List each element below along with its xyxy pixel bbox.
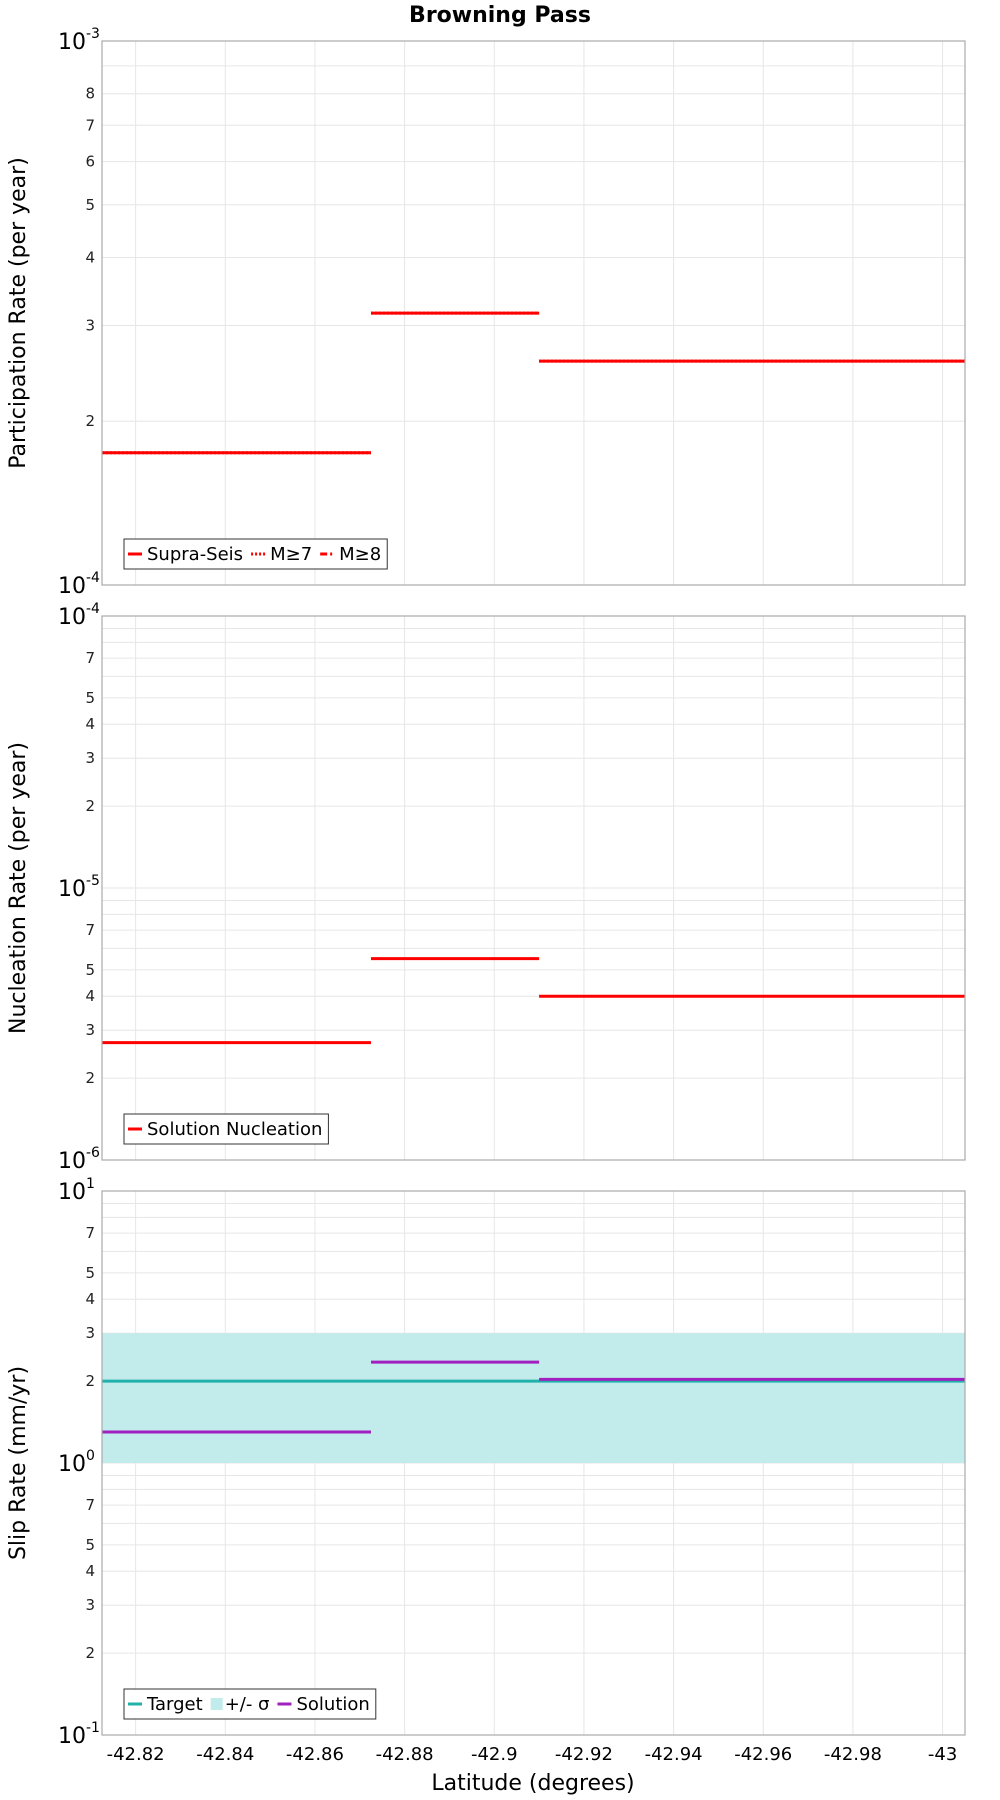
slip-y-major-tick-label: 10-1 [58,1720,100,1749]
nucleation-y-major-tick-label: 10-5 [58,873,100,902]
participation-y-minor-tick-label: 6 [85,153,95,171]
chart-title: Browning Pass [409,3,591,28]
nucleation-y-minor-tick-label: 3 [85,749,95,767]
x-tick-label: -42.88 [376,1744,434,1765]
x-tick-label: -42.94 [645,1744,703,1765]
participation-plot-frame [101,40,966,586]
sigma-band [102,1333,965,1463]
participation-y-minor-tick-label: 5 [85,196,95,214]
slip-legend-swatch-sigma [210,1698,223,1710]
nucleation-y-minor-tick-label: 2 [85,1069,95,1087]
participation-rate-panel: 10-4 10-3 2 3 4 5 6 7 8 Participation Rate (per y… [6,26,966,599]
slip-y-major-tick-label: 100 [58,1448,95,1477]
participation-y-minor-tick-label: 4 [85,248,95,266]
slip-y-axis-label: Slip Rate (mm/yr) [6,1366,31,1560]
participation-y-minor-tick-label: 2 [85,412,95,430]
slip-legend-label-solution: Solution [296,1694,369,1715]
nucleation-rate-panel: 10-6 10-5 10-4 2 3 4 5 7 2 3 4 5 7 Nucleation Rate (p… [6,601,966,1174]
nucleation-y-major-tick-label: 10-6 [58,1145,100,1174]
participation-legend-label-m-8: M≥8 [339,544,381,565]
x-tick-label: -43 [928,1744,957,1765]
x-tick-label: -42.96 [734,1744,792,1765]
nucleation-y-minor-tick-label: 7 [85,921,95,939]
slip-y-minor-tick-label: 5 [85,1264,95,1282]
participation-y-axis-label: Participation Rate (per year) [6,157,31,469]
participation-y-minor-tick-label: 8 [85,85,95,103]
x-tick-label: -42.9 [471,1744,518,1765]
nucleation-y-minor-tick-label: 3 [85,1021,95,1039]
slip-y-minor-tick-label: 7 [85,1496,95,1514]
x-tick-label: -42.92 [555,1744,613,1765]
participation-y-major-tick-label: 10-4 [58,570,100,599]
slip-y-major-tick-label: 101 [58,1176,95,1205]
x-tick-label: -42.98 [824,1744,882,1765]
nucleation-legend-box [123,1113,329,1145]
nucleation-y-minor-tick-label: 4 [85,987,95,1005]
nucleation-plot-frame [101,615,966,1161]
slip-legend-label-sigma: +/- σ [225,1694,270,1715]
participation-legend-label-supra-seis: Supra-Seis [147,544,243,565]
nucleation-y-minor-tick-label: 4 [85,715,95,733]
slip-plot-frame [101,1190,966,1736]
participation-legend-label-m-7: M≥7 [270,544,312,565]
nucleation-y-major-tick-label: 10-4 [58,601,100,630]
nucleation-y-minor-tick-label: 5 [85,961,95,979]
x-tick-label: -42.84 [196,1744,254,1765]
participation-legend: Supra-Seis M≥7 M≥8 [123,538,388,570]
nucleation-y-minor-tick-label: 2 [85,797,95,815]
nucleation-y-minor-tick-label: 5 [85,689,95,707]
slip-y-minor-tick-label: 4 [85,1562,95,1580]
participation-legend-box [123,538,388,570]
slip-y-minor-tick-label: 3 [85,1324,95,1342]
x-axis: -42.82 -42.84 -42.86 -42.88 -42.9 -42.92 -42.9… [107,1744,958,1765]
slip-y-minor-tick-label: 2 [85,1644,95,1662]
slip-y-minor-tick-label: 5 [85,1536,95,1554]
slip-y-minor-tick-label: 4 [85,1290,95,1308]
participation-y-minor-tick-label: 7 [85,116,95,134]
slip-legend: Target +/- σ Solution [123,1688,377,1720]
slip-y-minor-tick-label: 3 [85,1596,95,1614]
slip-rate-panel: 10-1 100 101 2 3 4 5 7 2 3 4 5 7 Slip Rate (mm/yr) Tar… [6,1176,966,1749]
participation-y-minor-tick-label: 3 [85,316,95,334]
nucleation-legend-label-solution-nucleation: Solution Nucleation [147,1119,322,1140]
slip-y-minor-tick-label: 7 [85,1224,95,1242]
slip-y-minor-tick-label: 2 [85,1372,95,1390]
nucleation-y-axis-label: Nucleation Rate (per year) [6,742,31,1034]
slip-legend-box [123,1688,377,1720]
x-tick-label: -42.86 [286,1744,344,1765]
participation-y-major-tick-label: 10-3 [58,26,100,55]
nucleation-y-minor-tick-label: 7 [85,649,95,667]
x-tick-label: -42.82 [107,1744,165,1765]
x-axis-label: Latitude (degrees) [431,1771,634,1796]
slip-legend-label-target: Target [146,1694,203,1715]
nucleation-legend: Solution Nucleation [123,1113,329,1145]
